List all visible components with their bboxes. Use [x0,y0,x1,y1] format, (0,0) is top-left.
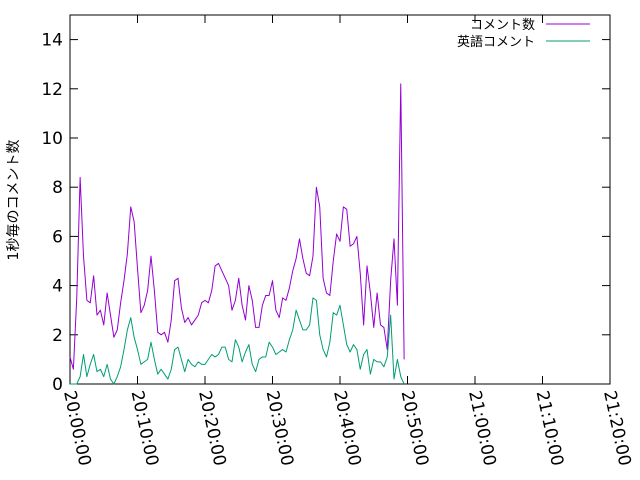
y-tick-label: 14 [41,31,63,51]
y-tick-label: 4 [52,277,63,297]
y-axis-title: 1秒毎のコメント数 [6,140,22,261]
series-line-2 [70,297,405,385]
x-tick-label: 20:50:00 [397,389,432,468]
series-line-1 [69,83,405,370]
legend-label-1: コメント数 [470,18,535,33]
y-tick-label: 2 [52,326,63,346]
x-tick-label: 21:00:00 [464,389,499,468]
x-tick-label: 21:10:00 [532,389,567,468]
x-axis: 20:00:00 20:10:00 20:20:00 20:30:00 20:40:00… [59,15,635,468]
y-tick-label: 8 [52,178,63,198]
plot-frame [69,14,611,385]
series-group [69,83,405,385]
x-tick-label: 20:20:00 [194,389,229,468]
y-tick-label: 0 [52,375,63,395]
legend-label-2: 英語コメント [457,34,535,50]
x-tick-label: 20:30:00 [262,389,297,468]
x-tick-label: 20:10:00 [127,389,162,468]
y-axis: 0 2 4 6 8 10 12 14 [41,31,610,395]
x-tick-label: 20:40:00 [329,389,364,468]
x-tick-label: 21:20:00 [599,389,634,468]
y-tick-label: 12 [41,80,63,100]
y-tick-label: 6 [52,227,63,247]
y-tick-label: 10 [41,129,63,149]
x-tick-label: 20:00:00 [59,389,94,468]
